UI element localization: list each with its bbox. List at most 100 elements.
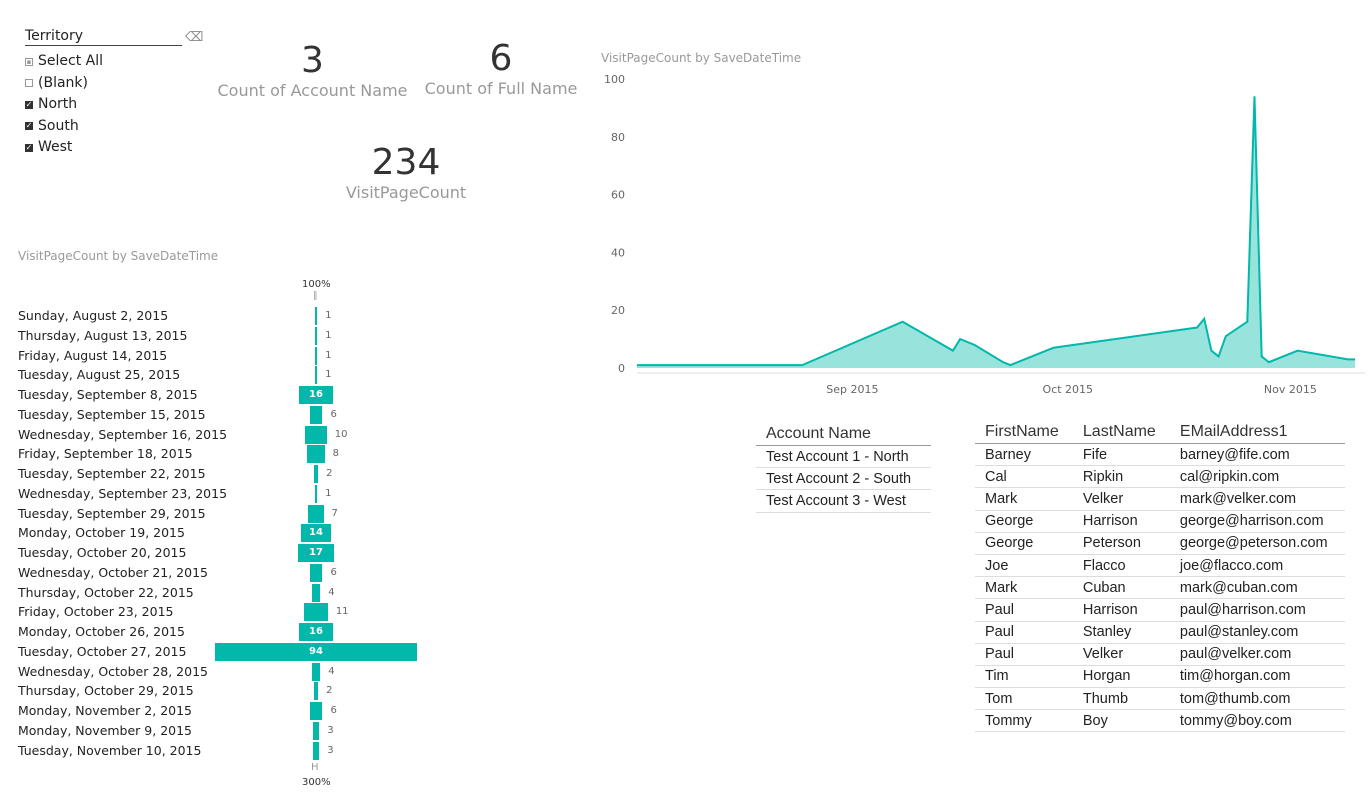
col-header-firstname: FirstName — [975, 421, 1073, 444]
funnel-bar[interactable] — [297, 544, 335, 562]
funnel-bar[interactable] — [312, 741, 320, 760]
funnel-bar[interactable] — [314, 484, 318, 503]
table-row[interactable]: Barney Fife barney@fife.com — [975, 443, 1345, 467]
funnel-category-label: Monday, November 9, 2015 — [18, 722, 193, 738]
table-row[interactable]: Mark Cuban mark@cuban.com — [975, 576, 1345, 600]
table-row[interactable]: George Harrison george@harrison.com — [975, 510, 1345, 533]
checkbox-icon[interactable] — [25, 79, 33, 88]
table-row[interactable]: Test Account 2 - South — [756, 467, 931, 491]
table-row[interactable]: Tommy Boy tommy@boy.com — [975, 709, 1345, 733]
funnel-bar[interactable] — [305, 425, 327, 444]
checkbox-icon[interactable]: ✓ — [25, 142, 33, 152]
card-value: 6 — [489, 38, 513, 79]
funnel-bar[interactable] — [313, 465, 319, 483]
area-chart: 0 20 40 60 80 100 Sep 2015 Oct 2015 Nov 2015 — [604, 73, 1365, 396]
table-row[interactable]: Cal Ripkin cal@ripkin.com — [975, 465, 1345, 489]
funnel-value-label: 4 — [328, 665, 335, 677]
funnel-category-label: Tuesday, September 15, 2015 — [18, 406, 206, 422]
email-cell: mark@velker.com — [1169, 487, 1345, 511]
table-row[interactable]: Paul Stanley paul@stanley.com — [975, 621, 1345, 644]
funnel-category-label: Tuesday, October 27, 2015 — [18, 643, 187, 659]
funnel-bar[interactable] — [309, 702, 323, 720]
funnel-bar[interactable] — [308, 504, 324, 523]
table-row[interactable]: Mark Velker mark@velker.com — [975, 487, 1345, 511]
table-row[interactable]: Test Account 3 - West — [756, 489, 931, 513]
slicer-item[interactable]: ✓ West — [25, 137, 205, 159]
slicer-item-label: Select All — [38, 53, 103, 70]
slicer-item[interactable]: ✓ South — [25, 116, 205, 138]
lastname-cell: Fife — [1072, 443, 1170, 467]
funnel-bottom-label: 300% — [302, 777, 331, 788]
email-cell: cal@ripkin.com — [1169, 465, 1345, 489]
lastname-cell: Thumb — [1072, 687, 1170, 711]
funnel-value-label: 10 — [334, 428, 348, 440]
checkbox-icon[interactable]: ✓ — [25, 99, 33, 109]
funnel-value-label: 1 — [325, 310, 332, 321]
funnel-bar[interactable] — [314, 307, 318, 325]
firstname-cell: Paul — [975, 643, 1073, 666]
firstname-cell: Joe — [975, 554, 1073, 578]
funnel-bar[interactable] — [312, 721, 320, 740]
funnel-bar[interactable] — [300, 524, 332, 543]
funnel-value-label: 2 — [326, 685, 333, 697]
email-cell: paul@stanley.com — [1169, 621, 1345, 644]
table-row[interactable]: Paul Harrison paul@harrison.com — [975, 598, 1345, 622]
firstname-cell: Tom — [975, 687, 1073, 711]
slicer-item[interactable]: (Blank) — [25, 73, 205, 95]
funnel-bar[interactable] — [304, 603, 328, 622]
slicer-item-label: (Blank) — [38, 74, 88, 91]
firstname-cell: Barney — [975, 443, 1073, 467]
funnel-category-label: Monday, November 2, 2015 — [18, 703, 193, 718]
funnel-bar[interactable] — [309, 405, 323, 424]
funnel-bar[interactable] — [314, 326, 318, 345]
funnel-bar[interactable] — [311, 583, 321, 602]
email-cell: tim@horgan.com — [1169, 665, 1345, 689]
funnel-category-label: Tuesday, September 29, 2015 — [18, 505, 206, 521]
funnel-bar[interactable] — [298, 623, 334, 641]
funnel-bar[interactable] — [313, 682, 319, 701]
funnel-category-label: Tuesday, August 25, 2015 — [18, 367, 181, 383]
funnel-bar[interactable] — [298, 386, 334, 404]
card-label: VisitPageCount — [345, 183, 467, 202]
funnel-value-label: 11 — [335, 606, 349, 618]
slicer-item-label: South — [38, 117, 79, 134]
email-cell: tommy@boy.com — [1169, 709, 1345, 733]
table-row[interactable]: Joe Flacco joe@flacco.com — [975, 554, 1345, 578]
funnel-bottom-marker-icon: H — [311, 762, 319, 773]
firstname-cell: Cal — [975, 465, 1073, 489]
col-header-email: EMailAddress1 — [1169, 421, 1345, 444]
funnel-category-label: Thursday, October 29, 2015 — [18, 683, 194, 699]
firstname-cell: George — [975, 510, 1073, 533]
funnel-bar[interactable] — [215, 642, 417, 661]
email-cell: tom@thumb.com — [1169, 687, 1345, 711]
checkbox-icon[interactable]: ▪ — [25, 57, 33, 66]
lastname-cell: Ripkin — [1072, 465, 1170, 489]
funnel-bar[interactable] — [307, 445, 325, 464]
table-row[interactable]: Tim Horgan tim@horgan.com — [975, 665, 1345, 689]
table-row[interactable]: George Peterson george@peterson.com — [975, 532, 1345, 555]
funnel-category-label: Thursday, October 22, 2015 — [18, 584, 194, 600]
eraser-icon[interactable]: ⌫ — [185, 30, 204, 45]
slicer-item-label: West — [38, 139, 73, 156]
funnel-value-label: 6 — [330, 705, 337, 716]
slicer-item[interactable]: ✓ North — [25, 94, 205, 116]
x-tick-label: Oct 2015 — [1043, 383, 1094, 396]
lastname-cell: Velker — [1072, 487, 1170, 511]
funnel-bar[interactable] — [314, 366, 318, 385]
slicer-item[interactable]: ▪ Select All — [25, 51, 205, 73]
table-row[interactable]: Test Account 1 - North — [756, 445, 931, 469]
funnel-bar[interactable] — [309, 563, 323, 582]
card-value: 234 — [371, 142, 441, 183]
table-row[interactable]: Paul Velker paul@velker.com — [975, 643, 1345, 666]
table-row[interactable]: Tom Thumb tom@thumb.com — [975, 687, 1345, 711]
funnel-value-label: 8 — [332, 448, 339, 460]
funnel-bar[interactable] — [314, 346, 318, 365]
checkbox-icon[interactable]: ✓ — [25, 121, 33, 131]
email-cell: mark@cuban.com — [1169, 576, 1345, 600]
funnel-bar[interactable] — [311, 662, 321, 681]
funnel-category-label: Sunday, August 2, 2015 — [18, 308, 169, 323]
lastname-cell: Cuban — [1072, 576, 1170, 600]
funnel-top-marker-icon: ‖ — [313, 291, 318, 301]
funnel-value-label: 6 — [330, 408, 337, 420]
area-fill — [637, 96, 1355, 368]
